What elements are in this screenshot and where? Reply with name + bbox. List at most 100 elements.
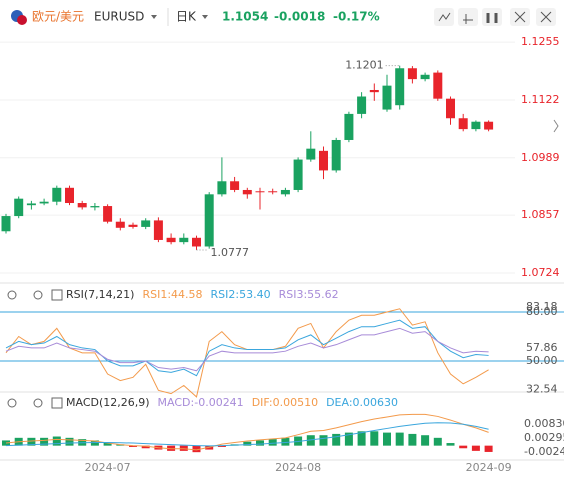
change-pct: -0.17%: [333, 10, 380, 24]
x-tick-label: 2024-09: [466, 461, 512, 474]
histogram-bar: [103, 442, 112, 446]
histogram-bar: [319, 435, 328, 446]
histogram-bar: [332, 433, 341, 446]
indicator-icon: [51, 289, 63, 301]
histogram-bar: [52, 436, 61, 446]
settings-icon: [33, 398, 43, 408]
y-tick-label: 1.0857: [521, 208, 560, 221]
candle-body: [382, 85, 392, 110]
histogram-bar: [281, 437, 290, 446]
histogram-bar: [141, 445, 150, 449]
histogram-bar: [27, 437, 36, 446]
y-tick-label: 1.0724: [521, 266, 560, 279]
candle-body: [344, 113, 354, 140]
x-tick-label: 2024-08: [275, 461, 321, 474]
candle-body: [115, 221, 125, 228]
y-tick-label: 1.0989: [521, 151, 560, 164]
tool-button[interactable]: [482, 8, 502, 26]
candle-body: [1, 216, 11, 232]
dropdown-icon[interactable]: [151, 15, 157, 19]
histogram-bar: [459, 445, 468, 449]
y-tick-label: 0.00295: [524, 431, 564, 444]
period[interactable]: 日K: [176, 10, 197, 24]
candle-body: [293, 159, 303, 190]
candle-body: [395, 68, 405, 106]
candle-body: [179, 237, 189, 243]
tool-icon: [463, 14, 473, 24]
tool-icon: [486, 13, 498, 23]
histogram-bar: [167, 445, 176, 451]
candle-body: [192, 237, 201, 247]
histogram-bar: [243, 441, 252, 446]
candle-body: [77, 203, 87, 208]
candle-body: [420, 74, 430, 80]
line-series: [5, 422, 489, 447]
candle-body: [433, 72, 443, 99]
flag-icon: [17, 15, 27, 25]
settings-icon: [7, 398, 17, 408]
legend-entry: RSI3:55.62: [279, 288, 339, 301]
expand-arrow[interactable]: [553, 119, 559, 133]
histogram-bar: [268, 439, 277, 446]
tool-button[interactable]: [458, 8, 478, 26]
candle-body: [458, 118, 468, 130]
x-tick-label: 2024-07: [85, 461, 131, 474]
histogram-bar: [129, 445, 137, 447]
tool-icon: [514, 11, 526, 23]
legend-entry: MACD:-0.00241: [158, 396, 244, 409]
candle-body: [14, 198, 24, 217]
histogram-bar: [421, 435, 430, 446]
candle-body: [331, 139, 341, 171]
price: 1.1054: [222, 10, 268, 24]
candle-body: [242, 189, 252, 195]
legend-entry: DEA:0.00630: [326, 396, 398, 409]
candle-body: [471, 121, 481, 130]
candle-body: [103, 206, 113, 222]
toolbar: 欧元/美元 EURUSD 日K 1.1054 -0.0018 -0.17%: [11, 8, 559, 133]
histogram-bar: [408, 433, 417, 446]
histogram-bar: [65, 437, 74, 446]
y-tick-label: 1.1255: [521, 35, 560, 48]
candle-body: [446, 98, 455, 119]
histogram-bar: [383, 432, 391, 446]
line-series: [5, 319, 489, 377]
y-tick-label: 32.54: [526, 382, 558, 395]
histogram-bar: [471, 445, 480, 451]
candle-body: [39, 201, 49, 204]
candle-body: [52, 187, 62, 202]
dropdown-icon[interactable]: [202, 15, 208, 19]
pair-name[interactable]: 欧元/美元: [32, 10, 84, 24]
high-annotation: 1.1201: [345, 59, 384, 72]
candle-body: [319, 150, 328, 171]
line-series: [5, 327, 489, 372]
candle-body: [65, 187, 74, 204]
y-tick-label: 57.86: [526, 341, 558, 354]
line-series: [5, 413, 489, 451]
histogram-bar: [256, 440, 264, 446]
histogram-bar: [357, 431, 366, 446]
candle-body: [128, 224, 138, 227]
histogram-bar: [40, 437, 49, 446]
candle-body: [217, 181, 227, 195]
legend-entry: RSI1:44.58: [142, 288, 202, 301]
candle-body: [484, 121, 494, 130]
candle-body: [369, 89, 379, 93]
histogram-bar: [370, 431, 379, 446]
candle-body: [268, 191, 278, 193]
candle-body: [141, 220, 151, 227]
tool-icon: [540, 11, 552, 23]
legend-entry: RSI2:53.40: [211, 288, 271, 301]
y-tick-label: 50.00: [526, 354, 558, 367]
settings-icon: [33, 290, 43, 300]
y-tick-label: -0.00241: [524, 445, 564, 458]
candle-body: [306, 148, 316, 160]
histogram-bar: [433, 437, 442, 446]
low-annotation: 1.0777: [211, 246, 250, 259]
symbol[interactable]: EURUSD: [94, 10, 144, 24]
histogram-bar: [344, 432, 353, 446]
candle-body: [90, 206, 100, 208]
candle-body: [280, 189, 290, 195]
histogram-bar: [90, 440, 99, 446]
